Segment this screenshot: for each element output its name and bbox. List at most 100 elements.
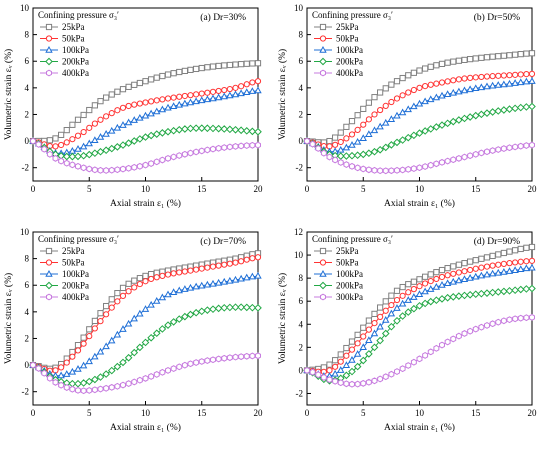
- data-point-100kPa: [398, 299, 407, 307]
- data-point-100kPa: [231, 275, 240, 283]
- data-point-200kPa: [130, 137, 139, 145]
- y-tick-label: 2: [25, 109, 30, 119]
- data-point-400kPa: [170, 153, 177, 161]
- data-point-100kPa: [243, 88, 251, 95]
- data-point-50kPa: [125, 102, 132, 110]
- data-point-400kPa: [461, 153, 468, 161]
- data-point-25kPa: [393, 287, 401, 294]
- data-point-50kPa: [399, 292, 406, 299]
- data-point-200kPa: [175, 315, 184, 323]
- data-point-400kPa: [69, 385, 76, 393]
- x-tick-label: 5: [87, 184, 92, 194]
- data-point-25kPa: [58, 131, 65, 138]
- data-point-200kPa: [169, 126, 178, 135]
- data-point-400kPa: [142, 161, 149, 169]
- data-point-200kPa: [342, 152, 351, 160]
- data-point-50kPa: [382, 102, 389, 109]
- data-point-100kPa: [85, 139, 93, 147]
- x-axis-label: Axial strain ε₁ (%): [110, 422, 181, 433]
- data-point-200kPa: [426, 125, 435, 133]
- data-point-50kPa: [489, 73, 496, 80]
- data-point-100kPa: [136, 113, 144, 121]
- data-point-200kPa: [488, 288, 497, 297]
- data-point-50kPa: [215, 87, 222, 95]
- series-line-25kPa: [307, 52, 532, 144]
- data-point-100kPa: [511, 266, 519, 273]
- data-point-50kPa: [131, 284, 138, 291]
- data-point-400kPa: [517, 142, 524, 150]
- data-point-50kPa: [181, 92, 188, 100]
- data-point-100kPa: [528, 77, 536, 84]
- data-point-200kPa: [124, 353, 133, 362]
- data-point-400kPa: [91, 386, 98, 394]
- data-point-400kPa: [405, 165, 412, 173]
- data-point-300kPa: [354, 380, 361, 388]
- data-point-100kPa: [511, 79, 519, 86]
- data-point-100kPa: [130, 314, 138, 322]
- data-point-25kPa: [91, 102, 98, 109]
- y-tick-label: -2: [296, 388, 304, 398]
- data-point-50kPa: [427, 81, 434, 88]
- data-point-400kPa: [365, 166, 372, 174]
- data-point-400kPa: [495, 146, 502, 153]
- data-point-25kPa: [427, 271, 434, 278]
- legend-entry: 100kPa: [62, 45, 89, 55]
- data-point-300kPa: [495, 318, 502, 326]
- data-point-25kPa: [198, 64, 205, 72]
- data-point-25kPa: [388, 292, 395, 299]
- data-point-100kPa: [337, 145, 345, 153]
- data-point-300kPa: [365, 378, 372, 386]
- data-point-200kPa: [528, 284, 536, 293]
- data-point-50kPa: [176, 269, 183, 276]
- data-point-100kPa: [348, 355, 356, 363]
- data-point-100kPa: [415, 290, 424, 297]
- data-point-200kPa: [68, 152, 77, 161]
- data-point-400kPa: [255, 352, 261, 360]
- data-point-100kPa: [186, 283, 195, 291]
- data-point-50kPa: [337, 358, 344, 365]
- data-point-50kPa: [114, 298, 121, 305]
- data-point-200kPa: [455, 292, 463, 300]
- data-point-50kPa: [371, 320, 378, 327]
- data-point-300kPa: [343, 380, 350, 388]
- data-point-300kPa: [500, 317, 507, 325]
- data-point-25kPa: [86, 326, 93, 333]
- data-point-50kPa: [388, 301, 395, 309]
- data-point-300kPa: [326, 376, 333, 384]
- data-point-100kPa: [421, 287, 429, 295]
- data-point-100kPa: [158, 293, 167, 301]
- data-point-200kPa: [237, 303, 245, 312]
- data-point-400kPa: [170, 365, 177, 373]
- data-point-25kPa: [444, 59, 451, 66]
- series-line-300kPa: [307, 316, 532, 385]
- data-point-50kPa: [422, 83, 429, 90]
- legend-entry: 200kPa: [62, 57, 89, 67]
- data-point-400kPa: [30, 361, 36, 369]
- legend-marker-100kPa: [319, 45, 327, 53]
- legend-marker-50kPa: [319, 259, 327, 266]
- data-point-200kPa: [348, 151, 356, 160]
- data-point-50kPa: [58, 141, 65, 149]
- y-tick-label: -2: [22, 163, 30, 173]
- x-axis-label: Axial strain ε₁ (%): [384, 422, 455, 433]
- data-point-50kPa: [433, 275, 440, 283]
- data-point-50kPa: [148, 275, 155, 283]
- data-point-100kPa: [337, 366, 345, 373]
- data-point-100kPa: [359, 343, 367, 351]
- data-point-200kPa: [466, 113, 474, 121]
- x-tick-label: 20: [254, 184, 264, 194]
- data-point-400kPa: [243, 352, 250, 360]
- data-point-25kPa: [388, 81, 395, 88]
- data-point-100kPa: [387, 115, 396, 122]
- data-point-100kPa: [153, 107, 161, 115]
- data-point-100kPa: [432, 282, 441, 290]
- data-point-200kPa: [209, 305, 217, 314]
- data-point-400kPa: [523, 142, 530, 149]
- data-point-100kPa: [500, 268, 508, 275]
- data-point-100kPa: [198, 96, 206, 104]
- data-point-400kPa: [97, 385, 104, 393]
- data-point-100kPa: [427, 95, 435, 103]
- data-point-100kPa: [158, 105, 167, 113]
- data-point-25kPa: [103, 302, 110, 310]
- data-point-200kPa: [152, 130, 161, 138]
